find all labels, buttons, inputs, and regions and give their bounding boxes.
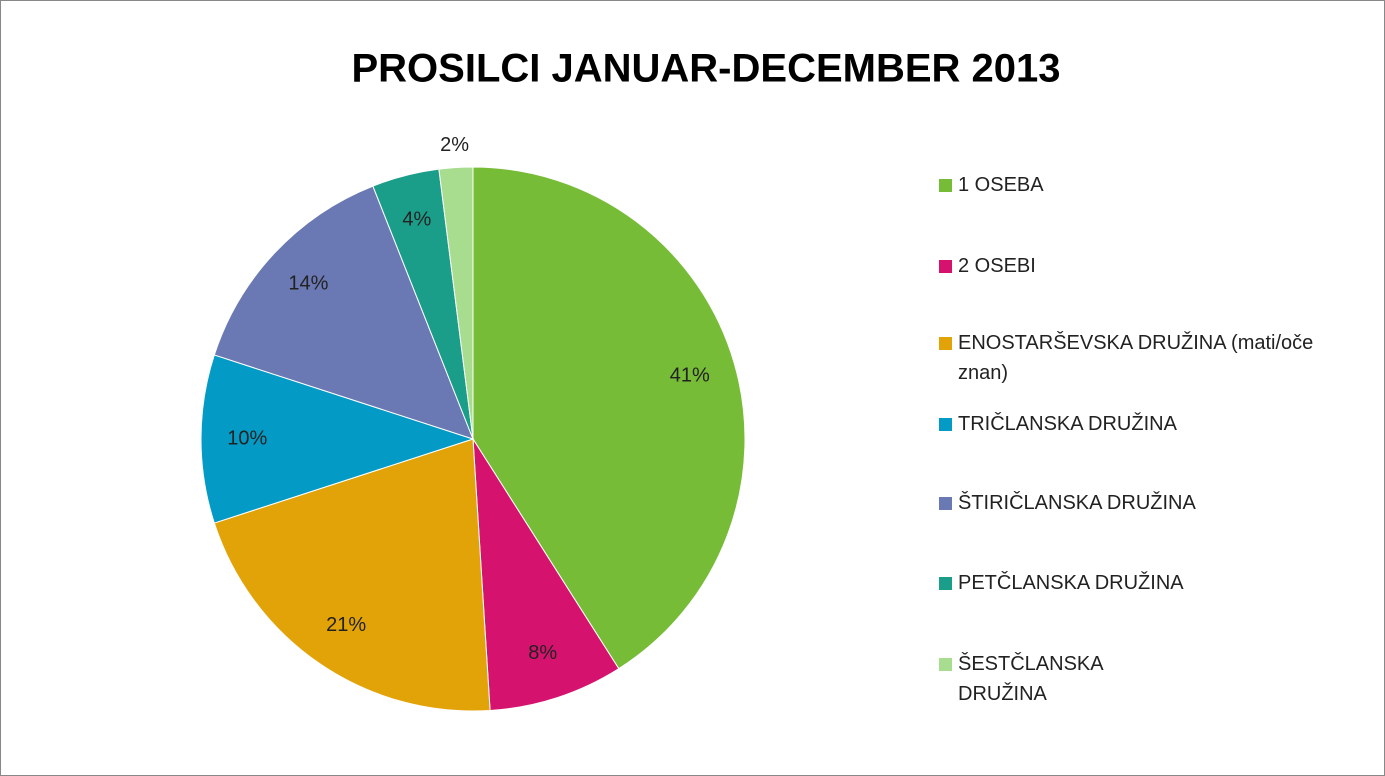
data-label: 4% [402, 209, 431, 231]
data-label: 21% [326, 614, 366, 636]
legend-swatch [939, 577, 952, 590]
legend-label: ŠTIRIČLANSKA DRUŽINA [958, 492, 1196, 514]
data-label: 41% [670, 364, 710, 386]
legend-label: 1 OSEBA [958, 174, 1044, 196]
legend-swatch [939, 497, 952, 510]
data-label: 14% [288, 273, 328, 295]
data-label: 2% [440, 134, 469, 156]
legend-swatch [939, 260, 952, 273]
legend-label: ENOSTARŠEVSKA DRUŽINA (mati/oče znan) [958, 332, 1314, 384]
pie-slice [472, 166, 746, 670]
legend-item: TRIČLANSKA DRUŽINA [939, 409, 1359, 439]
legend-swatch [939, 337, 952, 350]
pie-slice [472, 438, 620, 711]
pie-slice [213, 185, 474, 440]
legend-label: TRIČLANSKA DRUŽINA [958, 413, 1177, 435]
legend-label: 2 OSEBI [958, 255, 1036, 277]
pie-slice [200, 354, 475, 524]
data-label: 8% [528, 642, 557, 664]
legend-label: PETČLANSKA DRUŽINA [958, 572, 1184, 594]
legend-item: ENOSTARŠEVSKA DRUŽINA (mati/oče znan) [939, 328, 1359, 388]
legend-item: ŠTIRIČLANSKA DRUŽINA [939, 488, 1359, 518]
legend-item: 2 OSEBI [939, 251, 1359, 281]
legend-swatch [939, 418, 952, 431]
chart-title: PROSILCI JANUAR-DECEMBER 2013 [351, 47, 1060, 91]
legend-swatch [939, 658, 952, 671]
legend-item: ŠESTČLANSKA DRUŽINA [939, 649, 1114, 709]
legend-label: ŠESTČLANSKA DRUŽINA [958, 653, 1103, 705]
legend-item: PETČLANSKA DRUŽINA [939, 568, 1359, 598]
pie-slice [213, 438, 491, 712]
data-label: 10% [227, 427, 267, 449]
pie-slice [438, 166, 474, 440]
legend-item: 1 OSEBA [939, 170, 1359, 200]
legend-swatch [939, 179, 952, 192]
